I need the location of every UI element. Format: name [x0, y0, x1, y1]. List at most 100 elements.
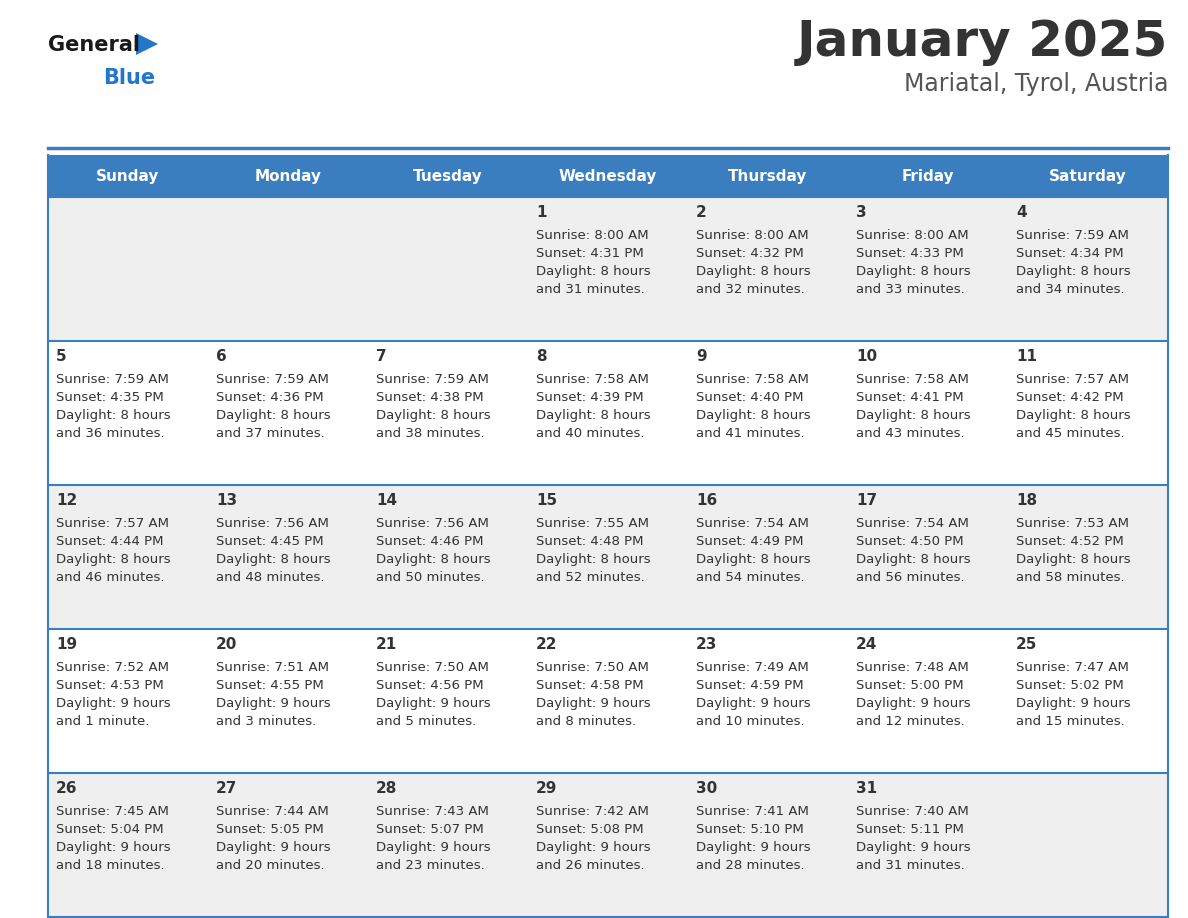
Bar	[208, 155, 368, 197]
Text: 15: 15	[536, 493, 557, 508]
Text: 7: 7	[375, 349, 386, 364]
Text: Monday: Monday	[254, 169, 322, 184]
Text: Daylight: 9 hours: Daylight: 9 hours	[56, 697, 171, 710]
Text: Sunrise: 7:50 AM: Sunrise: 7:50 AM	[375, 661, 489, 674]
Text: Daylight: 8 hours: Daylight: 8 hours	[375, 409, 491, 422]
Bar	[48, 773, 208, 917]
Text: Sunset: 4:58 PM: Sunset: 4:58 PM	[536, 679, 644, 692]
Text: 21: 21	[375, 637, 397, 652]
Polygon shape	[135, 33, 158, 55]
Text: and 50 minutes.: and 50 minutes.	[375, 571, 485, 584]
Text: and 8 minutes.: and 8 minutes.	[536, 715, 636, 728]
Text: and 37 minutes.: and 37 minutes.	[216, 427, 324, 440]
Text: Wednesday: Wednesday	[558, 169, 657, 184]
Text: Sunrise: 7:42 AM: Sunrise: 7:42 AM	[536, 805, 649, 818]
Text: Daylight: 9 hours: Daylight: 9 hours	[375, 697, 491, 710]
Text: Daylight: 8 hours: Daylight: 8 hours	[375, 553, 491, 566]
Text: Sunset: 4:49 PM: Sunset: 4:49 PM	[696, 535, 803, 548]
Text: 25: 25	[1016, 637, 1037, 652]
Bar	[1007, 773, 1168, 917]
Bar	[688, 197, 848, 341]
Bar	[688, 773, 848, 917]
Text: Sunrise: 7:47 AM: Sunrise: 7:47 AM	[1016, 661, 1129, 674]
Text: and 23 minutes.: and 23 minutes.	[375, 859, 485, 872]
Text: 6: 6	[216, 349, 227, 364]
Text: and 18 minutes.: and 18 minutes.	[56, 859, 165, 872]
Text: Daylight: 9 hours: Daylight: 9 hours	[375, 841, 491, 854]
Text: and 36 minutes.: and 36 minutes.	[56, 427, 165, 440]
Text: Sunrise: 7:59 AM: Sunrise: 7:59 AM	[1016, 229, 1129, 242]
Text: Sunrise: 7:57 AM: Sunrise: 7:57 AM	[1016, 373, 1129, 386]
Text: 1: 1	[536, 205, 546, 220]
Text: Sunrise: 7:40 AM: Sunrise: 7:40 AM	[857, 805, 968, 818]
Bar	[527, 629, 688, 773]
Text: Sunset: 4:34 PM: Sunset: 4:34 PM	[1016, 247, 1124, 260]
Text: Sunset: 5:05 PM: Sunset: 5:05 PM	[216, 823, 324, 836]
Text: Sunset: 4:35 PM: Sunset: 4:35 PM	[56, 391, 164, 404]
Text: and 48 minutes.: and 48 minutes.	[216, 571, 324, 584]
Bar	[527, 155, 688, 197]
Text: Sunset: 4:46 PM: Sunset: 4:46 PM	[375, 535, 484, 548]
Text: Sunrise: 7:50 AM: Sunrise: 7:50 AM	[536, 661, 649, 674]
Text: Blue: Blue	[103, 68, 156, 88]
Text: Sunset: 4:36 PM: Sunset: 4:36 PM	[216, 391, 323, 404]
Bar	[208, 485, 368, 629]
Text: General: General	[48, 35, 140, 55]
Text: Sunset: 4:44 PM: Sunset: 4:44 PM	[56, 535, 164, 548]
Text: 3: 3	[857, 205, 866, 220]
Bar	[527, 773, 688, 917]
Text: Sunrise: 7:45 AM: Sunrise: 7:45 AM	[56, 805, 169, 818]
Text: Mariatal, Tyrol, Austria: Mariatal, Tyrol, Austria	[904, 72, 1168, 96]
Text: 23: 23	[696, 637, 718, 652]
Text: Sunset: 5:11 PM: Sunset: 5:11 PM	[857, 823, 963, 836]
Bar	[48, 197, 208, 341]
Text: Daylight: 8 hours: Daylight: 8 hours	[216, 409, 330, 422]
Text: 17: 17	[857, 493, 877, 508]
Text: 22: 22	[536, 637, 557, 652]
Text: Sunset: 4:32 PM: Sunset: 4:32 PM	[696, 247, 804, 260]
Text: Daylight: 9 hours: Daylight: 9 hours	[857, 841, 971, 854]
Text: Sunset: 4:56 PM: Sunset: 4:56 PM	[375, 679, 484, 692]
Text: Sunrise: 8:00 AM: Sunrise: 8:00 AM	[536, 229, 649, 242]
Text: 8: 8	[536, 349, 546, 364]
Bar	[368, 341, 527, 485]
Text: Sunrise: 7:59 AM: Sunrise: 7:59 AM	[216, 373, 329, 386]
Text: and 54 minutes.: and 54 minutes.	[696, 571, 804, 584]
Text: Thursday: Thursday	[728, 169, 808, 184]
Bar	[527, 341, 688, 485]
Bar	[848, 485, 1007, 629]
Bar	[1007, 155, 1168, 197]
Text: Sunrise: 7:55 AM: Sunrise: 7:55 AM	[536, 517, 649, 530]
Text: Daylight: 9 hours: Daylight: 9 hours	[56, 841, 171, 854]
Text: Sunset: 5:08 PM: Sunset: 5:08 PM	[536, 823, 644, 836]
Bar	[688, 629, 848, 773]
Text: and 31 minutes.: and 31 minutes.	[536, 283, 645, 296]
Text: Daylight: 8 hours: Daylight: 8 hours	[536, 409, 651, 422]
Text: Daylight: 9 hours: Daylight: 9 hours	[696, 697, 810, 710]
Text: Sunrise: 7:58 AM: Sunrise: 7:58 AM	[536, 373, 649, 386]
Text: 27: 27	[216, 781, 238, 796]
Text: and 33 minutes.: and 33 minutes.	[857, 283, 965, 296]
Bar	[527, 197, 688, 341]
Text: January 2025: January 2025	[797, 18, 1168, 66]
Text: Daylight: 9 hours: Daylight: 9 hours	[216, 697, 330, 710]
Text: and 40 minutes.: and 40 minutes.	[536, 427, 645, 440]
Text: Sunrise: 7:44 AM: Sunrise: 7:44 AM	[216, 805, 329, 818]
Text: Saturday: Saturday	[1049, 169, 1127, 184]
Text: Daylight: 8 hours: Daylight: 8 hours	[857, 409, 971, 422]
Bar	[368, 197, 527, 341]
Text: Sunrise: 7:51 AM: Sunrise: 7:51 AM	[216, 661, 329, 674]
Text: Sunrise: 7:57 AM: Sunrise: 7:57 AM	[56, 517, 169, 530]
Bar	[1007, 485, 1168, 629]
Text: and 56 minutes.: and 56 minutes.	[857, 571, 965, 584]
Text: 30: 30	[696, 781, 718, 796]
Bar	[848, 155, 1007, 197]
Text: Daylight: 9 hours: Daylight: 9 hours	[1016, 697, 1131, 710]
Bar	[848, 629, 1007, 773]
Bar	[688, 485, 848, 629]
Text: 26: 26	[56, 781, 77, 796]
Text: Daylight: 9 hours: Daylight: 9 hours	[536, 697, 651, 710]
Text: Sunset: 4:31 PM: Sunset: 4:31 PM	[536, 247, 644, 260]
Text: and 28 minutes.: and 28 minutes.	[696, 859, 804, 872]
Text: Daylight: 9 hours: Daylight: 9 hours	[857, 697, 971, 710]
